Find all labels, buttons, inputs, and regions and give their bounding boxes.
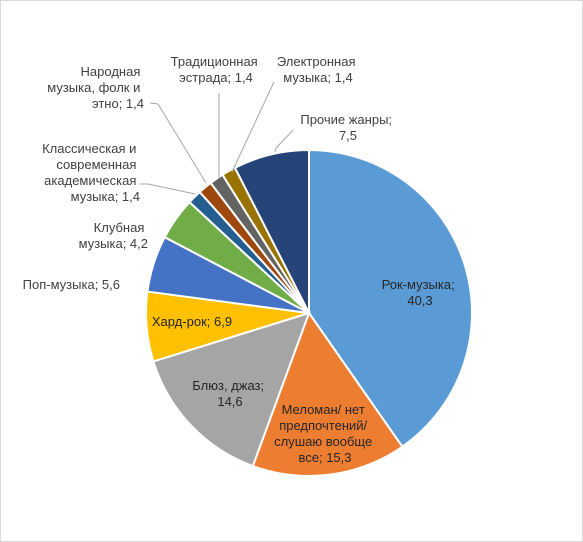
leader-classic [140, 183, 196, 195]
leader-other [274, 129, 294, 153]
leader-electro [231, 81, 275, 173]
pie-slice-10 [233, 148, 310, 314]
label-club: Клубная музыка; 4,2 [79, 220, 148, 251]
label-other: Прочие жанры; 7,5 [300, 112, 395, 143]
label-pop: Поп-музыка; 5,6 [23, 277, 120, 292]
label-hardrock: Хард-рок; 6,9 [152, 314, 232, 329]
label-rock: Рок-музыка; 40,3 [382, 277, 459, 308]
pie-slice-2 [152, 311, 311, 468]
pie-slices [145, 148, 473, 477]
label-estrada: Традиционная эстрада; 1,4 [171, 54, 262, 85]
label-folk: Народная музыка, фолк и этно; 1,4 [47, 64, 144, 111]
pie-slice-0 [308, 148, 473, 449]
leader-folk [149, 102, 207, 184]
label-blues: Блюз, джаз; 14,6 [192, 378, 267, 409]
label-meloman: Меломан/ нет предпочтений/ слушаю вообще… [274, 402, 376, 465]
leader-lines [140, 81, 294, 195]
label-electro: Электронная музыка; 1,4 [277, 54, 359, 85]
label-classic: Классическая и современная академическая… [42, 141, 140, 204]
pie-slice-1 [251, 310, 404, 477]
